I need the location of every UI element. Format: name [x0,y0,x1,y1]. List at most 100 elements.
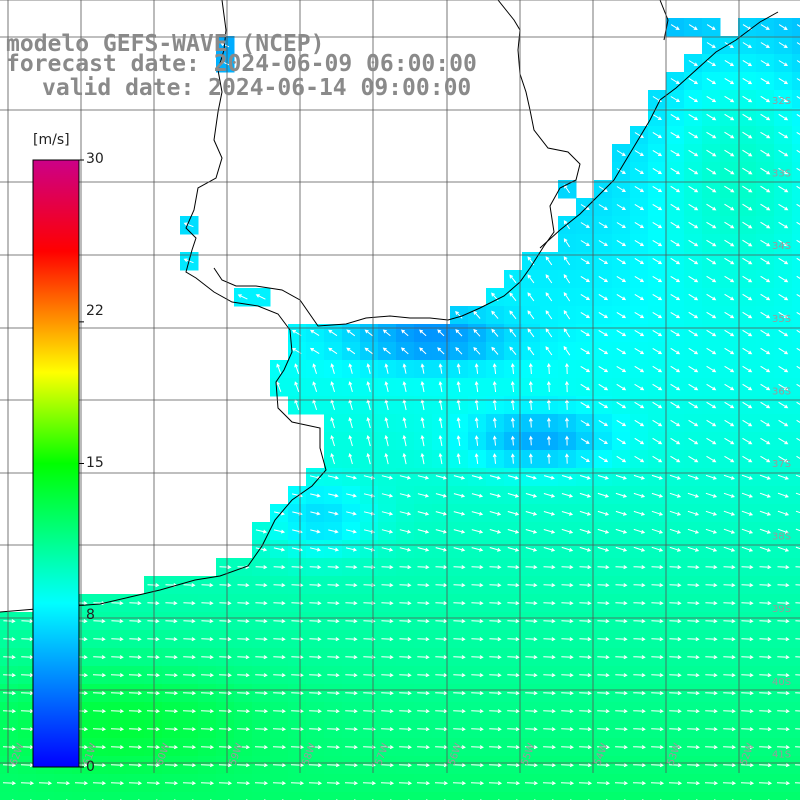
wind-arrow [669,546,682,552]
wind-arrow [597,709,610,714]
wind-arrow [742,221,753,229]
wind-arrow [471,763,484,768]
wind-arrow [471,709,484,714]
wind-arrow [724,257,735,265]
wind-arrow [563,184,571,194]
wind-arrow [328,511,339,516]
wind-arrow [615,763,628,768]
speed-cell [108,792,127,800]
wind-arrow [546,380,551,393]
wind-arrow [796,167,800,171]
wind-arrow [706,311,717,319]
wind-arrow [492,380,497,393]
wind-arrow [616,275,627,283]
wind-arrow [543,511,556,516]
speed-cell [378,792,397,800]
wind-arrow [669,745,682,750]
wind-arrow [147,601,160,606]
colorbar-tick-8: 8 [86,607,95,623]
wind-arrow [796,437,800,441]
speed-cell [90,792,109,800]
speed-cell [792,378,800,397]
wind-arrow [510,417,515,428]
wind-arrow [670,455,681,463]
wind-arrow [705,637,718,642]
wind-arrow [381,655,394,660]
wind-arrow [777,709,790,714]
wind-arrow [652,455,663,463]
wind-arrow [669,691,682,696]
speed-cell [684,792,703,800]
wind-arrow [688,131,699,139]
wind-arrow [525,763,538,768]
wind-arrow [453,475,466,480]
wind-arrow [615,709,628,714]
wind-arrow [598,455,609,463]
wind-arrow [795,746,800,748]
wind-arrow [201,655,214,660]
wind-arrow [598,275,609,283]
wind-arrow [741,637,754,642]
wind-arrow [778,24,788,30]
wind-arrow [705,528,718,534]
wind-arrow [564,417,569,428]
speed-cell [234,792,253,800]
wind-arrow [742,113,753,121]
wind-arrow [777,474,789,480]
wind-arrow [723,691,736,696]
wind-arrow [309,601,322,606]
speed-cell [792,360,800,379]
wind-arrow [399,691,412,696]
wind-arrow [616,365,627,373]
wind-arrow [760,167,771,175]
wind-arrow [760,113,771,121]
wind-arrow [345,565,358,570]
wind-arrow [651,583,664,588]
speed-cell [666,792,685,800]
speed-cell [648,792,667,800]
wind-arrow [507,763,520,768]
wind-arrow [92,763,107,768]
wind-arrow [561,583,574,588]
wind-arrow [597,691,610,696]
wind-arrow [706,203,717,211]
speed-cell [792,432,800,451]
speed-cell [792,342,800,361]
wind-arrow [471,619,484,624]
wind-arrow [688,257,699,265]
wind-arrow [330,416,335,429]
speed-cell [792,594,800,613]
wind-arrow [705,691,718,696]
wind-arrow [705,763,718,768]
wind-arrow [651,474,663,480]
wind-arrow [273,673,286,678]
wind-arrow [183,583,196,588]
wind-arrow [491,310,499,319]
wind-arrow [182,727,197,732]
wind-arrow [384,416,389,429]
wind-arrow [742,185,753,193]
wind-arrow [92,727,107,732]
latitude-label: 34S [772,241,791,252]
wind-arrow [438,416,443,429]
wind-arrow [330,381,335,393]
wind-arrow [742,149,753,157]
wind-arrow [777,691,790,696]
wind-arrow [723,619,736,624]
wind-arrow [381,763,394,768]
wind-arrow [146,691,161,696]
wind-arrow [706,77,717,85]
wind-arrow [309,619,322,624]
wind-arrow [399,637,412,642]
speed-cell [738,792,757,800]
wind-arrow [597,546,610,552]
wind-arrow [652,239,663,247]
wind-arrow [760,221,771,229]
wind-arrow [706,257,717,265]
wind-arrow [489,655,502,660]
wind-arrow [470,781,485,786]
wind-arrow [255,583,268,588]
wind-arrow [760,42,770,49]
wind-arrow [580,258,590,265]
wind-arrow [669,583,682,588]
